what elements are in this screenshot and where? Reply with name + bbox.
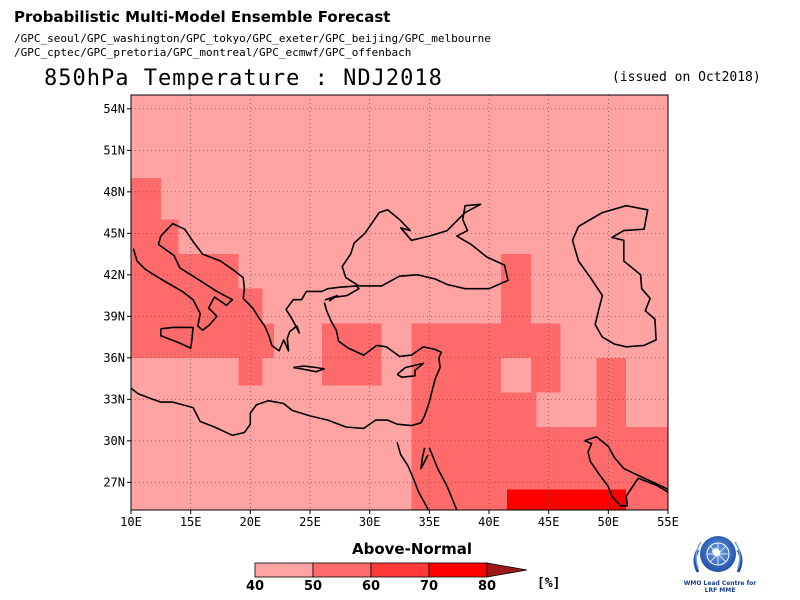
coastline-italy bbox=[132, 235, 234, 331]
wmo-emblem-icon bbox=[693, 536, 743, 573]
lat-tick-label-7: 48N bbox=[103, 185, 125, 199]
legend-unit: [%] bbox=[537, 576, 561, 591]
longitude-ticks: 10E 15E 20E 25E 30E 35E 40E 45E 50E 55E bbox=[120, 510, 679, 529]
legend-label-1: 50 bbox=[304, 579, 322, 594]
lat-tick-label-2: 33N bbox=[103, 392, 125, 406]
probability-cell-6 bbox=[321, 323, 382, 386]
coastline-peloponnese-crete bbox=[293, 365, 326, 373]
graticule bbox=[131, 95, 668, 510]
probability-cell-0 bbox=[131, 178, 161, 358]
issued-date: (issued on Oct2018) bbox=[612, 70, 761, 85]
gpc-list-line-1: /GPC_seoul/GPC_washington/GPC_tokyo/GPC_… bbox=[14, 32, 491, 45]
probability-cell-low-2 bbox=[626, 392, 668, 427]
coastline-gulf-north bbox=[584, 435, 668, 491]
wmo-caption-line-2: LRF MME bbox=[704, 587, 736, 594]
probability-cell-2 bbox=[178, 254, 239, 358]
lat-tick-label-9: 54N bbox=[103, 102, 125, 116]
wmo-caption: WMO Lead Centre for LRF MME bbox=[680, 580, 760, 594]
lat-tick-label-0: 27N bbox=[103, 475, 125, 489]
header-title: Probabilistic Multi-Model Ensemble Forec… bbox=[14, 8, 391, 26]
lon-tick-label-1: 15E bbox=[180, 515, 202, 529]
probability-cell-1 bbox=[160, 219, 179, 358]
lon-tick-label-6: 40E bbox=[478, 515, 500, 529]
lon-tick-label-5: 35E bbox=[418, 515, 440, 529]
legend-swatch-1 bbox=[312, 562, 372, 578]
probability-cell-13 bbox=[506, 489, 627, 510]
legend-swatch-3 bbox=[428, 562, 488, 578]
coastline-north-africa bbox=[131, 302, 443, 437]
coastline-persian-gulf bbox=[584, 440, 668, 507]
coastline-balkans bbox=[160, 222, 360, 352]
lat-tick-label-4: 39N bbox=[103, 309, 125, 323]
legend-colorbar: 40 50 60 70 80 bbox=[246, 562, 528, 594]
lon-tick-label-7: 45E bbox=[538, 515, 560, 529]
coastline-black-sea bbox=[341, 203, 509, 290]
wmo-caption-line-1: WMO Lead Centre for bbox=[683, 580, 757, 587]
probability-cell-low-1 bbox=[536, 392, 597, 427]
probability-cell-12 bbox=[596, 357, 627, 393]
lat-tick-label-1: 30N bbox=[103, 434, 125, 448]
lat-tick-label-6: 45N bbox=[103, 226, 125, 240]
legend-label-2: 60 bbox=[362, 579, 380, 594]
probability-cell-5 bbox=[262, 323, 275, 358]
map-title: 850hPa Temperature : NDJ2018 bbox=[44, 66, 443, 91]
lon-tick-label-8: 50E bbox=[597, 515, 619, 529]
map-frame bbox=[130, 94, 669, 511]
probability-cell-low-0 bbox=[500, 357, 531, 393]
legend-arrow bbox=[486, 562, 528, 578]
gpc-list-line-2: /GPC_cptec/GPC_pretoria/GPC_montreal/GPC… bbox=[14, 46, 412, 59]
coastline-sinai-east bbox=[420, 447, 429, 470]
coastlines bbox=[131, 203, 668, 510]
coastline-caspian bbox=[571, 204, 657, 348]
coastline-cyprus bbox=[396, 362, 425, 378]
lon-tick-label-2: 20E bbox=[239, 515, 261, 529]
lon-tick-label-3: 25E bbox=[299, 515, 321, 529]
probability-cell-9 bbox=[411, 392, 561, 427]
lon-tick-label-0: 10E bbox=[120, 515, 142, 529]
coastline-sicily bbox=[160, 326, 194, 349]
coastline-red-sea-west bbox=[396, 441, 430, 510]
latitude-ticks: 27N 30N 33N 36N 39N 42N 45N 48N 51N 54N bbox=[103, 102, 131, 489]
legend-swatch-0 bbox=[254, 562, 314, 578]
probability-cells bbox=[131, 95, 668, 510]
legend-title: Above-Normal bbox=[352, 540, 472, 558]
lat-tick-label-5: 42N bbox=[103, 268, 125, 282]
legend-label-4: 80 bbox=[478, 579, 496, 594]
coastline-red-sea-east bbox=[428, 447, 458, 510]
lat-tick-label-8: 51N bbox=[103, 143, 125, 157]
legend-swatch-2 bbox=[370, 562, 430, 578]
probability-cell-8 bbox=[500, 254, 531, 324]
lat-tick-label-3: 36N bbox=[103, 351, 125, 365]
lon-tick-label-9: 55E bbox=[657, 515, 679, 529]
legend-label-0: 40 bbox=[246, 579, 264, 594]
legend-label-3: 70 bbox=[420, 579, 438, 594]
lon-tick-label-4: 30E bbox=[359, 515, 381, 529]
